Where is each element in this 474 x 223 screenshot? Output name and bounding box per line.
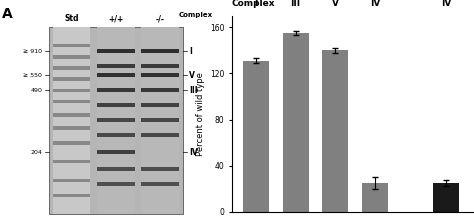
Bar [53,141,91,145]
Bar [141,88,179,93]
Bar [97,64,135,68]
Bar [53,89,91,92]
Bar [49,27,182,214]
Text: I: I [189,47,192,56]
Bar [243,61,269,212]
Y-axis label: Percent of wild type: Percent of wild type [196,72,205,156]
Bar [53,126,91,130]
Text: +/+: +/+ [108,14,123,23]
Bar [141,73,179,77]
Bar [97,49,135,53]
Bar [53,100,91,103]
Text: Complex: Complex [231,0,275,8]
Text: ≥ 550: ≥ 550 [23,73,42,78]
Bar [53,160,91,163]
Text: 490: 490 [30,88,42,93]
Bar [53,44,91,47]
Bar [97,167,135,171]
Bar [53,179,91,182]
Text: Complex: Complex [179,12,213,18]
Bar [53,55,91,58]
Text: A: A [2,7,13,21]
Bar [433,183,459,212]
Bar [97,133,135,137]
Bar [362,183,388,212]
Text: V: V [332,0,339,8]
Bar [141,182,179,186]
Bar [97,88,135,93]
Text: III: III [291,0,301,8]
Text: I: I [255,0,258,8]
Bar [141,27,179,214]
Text: V: V [189,71,195,80]
Bar [141,103,179,107]
Text: Std: Std [64,14,79,23]
Text: IV: IV [441,0,451,8]
Text: IV: IV [189,148,198,157]
Bar [53,66,91,70]
Bar [97,150,135,154]
Bar [322,50,348,212]
Bar [141,49,179,53]
Bar [141,133,179,137]
Bar [141,118,179,122]
Bar [53,113,91,117]
Bar [97,73,135,77]
Text: IV: IV [370,0,380,8]
Bar [141,64,179,68]
Bar [97,103,135,107]
Text: ≥ 910: ≥ 910 [23,49,42,54]
Text: -/-: -/- [155,14,164,23]
Bar [53,27,91,214]
Bar [97,182,135,186]
Text: 204: 204 [30,150,42,155]
Bar [97,118,135,122]
Bar [97,27,135,214]
Bar [141,167,179,171]
Text: III: III [189,86,198,95]
Bar [283,33,309,212]
Bar [53,77,91,81]
Bar [53,194,91,197]
